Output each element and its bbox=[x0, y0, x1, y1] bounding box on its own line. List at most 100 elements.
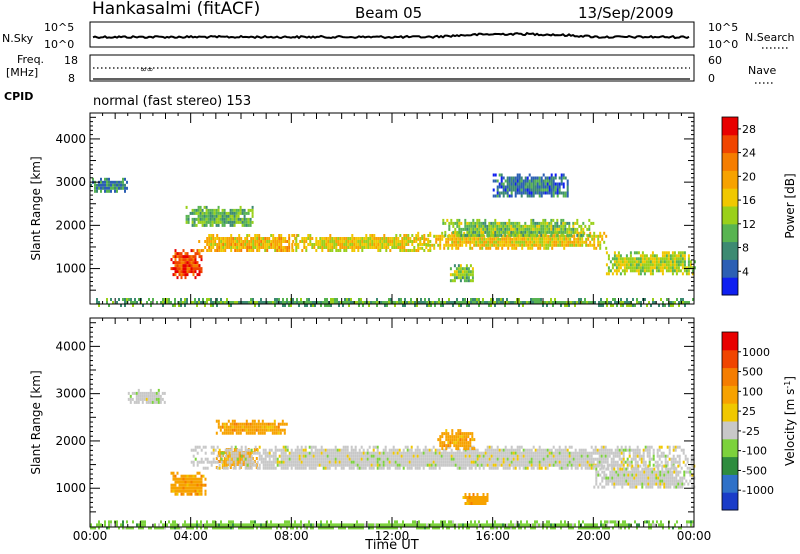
power-cell bbox=[693, 260, 696, 264]
velocity-cell bbox=[306, 454, 309, 458]
power-cell bbox=[514, 176, 517, 180]
power-cell bbox=[554, 188, 557, 192]
power-cell bbox=[112, 183, 114, 187]
power-cell bbox=[532, 233, 535, 237]
velocity-cell bbox=[544, 454, 547, 458]
velocity-cell bbox=[418, 466, 421, 470]
power-cell bbox=[520, 227, 523, 231]
velocity-cell bbox=[108, 523, 110, 527]
power-cell bbox=[234, 240, 237, 243]
power-cell bbox=[262, 301, 264, 304]
power-cell bbox=[566, 185, 569, 189]
power-cell bbox=[671, 257, 674, 261]
power-cell bbox=[514, 301, 516, 304]
velocity-cell bbox=[472, 463, 475, 467]
velocity-cell bbox=[534, 526, 536, 530]
power-cell bbox=[530, 224, 533, 228]
velocity-cell bbox=[414, 460, 417, 464]
power-cell bbox=[575, 240, 578, 244]
velocity-cell bbox=[442, 448, 445, 452]
power-cell bbox=[477, 237, 480, 241]
velocity-cell bbox=[280, 523, 282, 527]
power-cell bbox=[494, 224, 497, 228]
velocity-cell bbox=[606, 454, 609, 458]
power-cell bbox=[319, 246, 322, 249]
power-cell bbox=[409, 249, 412, 252]
velocity-cell bbox=[390, 463, 393, 467]
power-cell bbox=[545, 246, 548, 250]
power-cell bbox=[655, 266, 658, 270]
power-cell bbox=[463, 279, 466, 283]
power-cell bbox=[126, 180, 128, 184]
power-cell bbox=[294, 243, 297, 246]
power-cell bbox=[514, 224, 517, 228]
velocity-cell bbox=[592, 526, 594, 530]
power-cell bbox=[245, 211, 248, 215]
power-cell bbox=[498, 233, 501, 237]
velocity-cell bbox=[524, 463, 527, 467]
velocity-cell bbox=[434, 451, 437, 455]
power-cell bbox=[197, 211, 200, 215]
power-cell bbox=[512, 221, 515, 225]
power-cell bbox=[216, 237, 219, 240]
power-cell bbox=[268, 240, 271, 243]
power-cell bbox=[120, 180, 122, 184]
power-cell bbox=[545, 237, 548, 241]
velocity-cell bbox=[526, 520, 528, 524]
power-cell bbox=[249, 223, 252, 227]
velocity-cell bbox=[360, 460, 363, 464]
power-cell bbox=[463, 270, 466, 274]
power-cell bbox=[675, 254, 678, 258]
power-cell bbox=[670, 304, 672, 307]
velocity-cell bbox=[212, 451, 215, 455]
power-cell bbox=[681, 260, 684, 264]
power-cell bbox=[417, 234, 420, 238]
power-cell bbox=[578, 224, 581, 228]
power-cell bbox=[249, 217, 252, 221]
velocity-cell bbox=[374, 523, 376, 527]
velocity-cell bbox=[316, 454, 319, 458]
power-cell bbox=[669, 263, 672, 267]
velocity-cell bbox=[268, 526, 270, 530]
velocity-cell bbox=[404, 445, 407, 449]
velocity-cell bbox=[244, 448, 247, 452]
power-cell bbox=[282, 237, 285, 240]
power-cell bbox=[546, 179, 549, 183]
power-cell bbox=[476, 301, 478, 304]
power-cell bbox=[481, 237, 484, 241]
power-cell bbox=[219, 211, 222, 215]
velocity-cell bbox=[178, 489, 181, 493]
velocity-cell bbox=[524, 454, 527, 458]
power-cell bbox=[455, 267, 458, 271]
velocity-cell bbox=[436, 448, 439, 452]
power-cell bbox=[598, 301, 600, 304]
power-cell bbox=[625, 260, 628, 264]
velocity-cell bbox=[472, 451, 475, 455]
power-cell bbox=[184, 252, 187, 256]
power-cell bbox=[252, 246, 255, 249]
velocity-cell bbox=[342, 466, 345, 470]
power-cell bbox=[162, 301, 164, 304]
power-cell bbox=[110, 298, 112, 301]
velocity-cell bbox=[310, 457, 313, 461]
velocity-cell bbox=[216, 466, 219, 470]
velocity-cell bbox=[196, 471, 199, 475]
velocity-cell bbox=[370, 526, 372, 530]
power-cell bbox=[460, 227, 463, 231]
velocity-cell bbox=[426, 457, 429, 461]
power-cell bbox=[298, 301, 300, 304]
velocity-cell bbox=[422, 454, 425, 458]
power-cell bbox=[641, 257, 644, 261]
power-cell bbox=[201, 208, 204, 212]
power-cell bbox=[185, 217, 188, 221]
power-cell bbox=[194, 258, 197, 262]
velocity-cell bbox=[492, 457, 495, 461]
velocity-cell bbox=[562, 463, 565, 467]
velocity-cell bbox=[300, 448, 303, 452]
velocity-cell bbox=[418, 523, 420, 527]
power-cell bbox=[92, 177, 94, 181]
power-cell bbox=[246, 234, 249, 237]
power-cell bbox=[321, 237, 324, 240]
power-cell bbox=[191, 211, 194, 215]
velocity-cell bbox=[406, 454, 409, 458]
